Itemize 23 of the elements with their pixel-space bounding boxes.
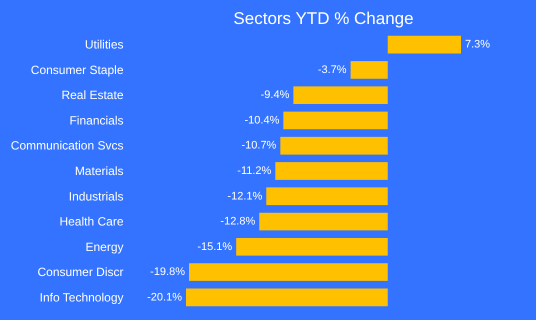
data-label: -3.7% (318, 64, 347, 76)
data-label: -10.4% (244, 114, 280, 126)
y-tick-label: Consumer Staple (30, 62, 124, 77)
chart-title: Sectors YTD % Change (233, 9, 414, 28)
data-label: -19.8% (150, 266, 186, 278)
data-label: -20.1% (147, 291, 182, 304)
data-label: -9.4% (260, 89, 290, 102)
y-tick-label: Financials (69, 113, 124, 128)
data-label: -12.8% (220, 216, 256, 228)
y-tick-label: Materials (74, 164, 124, 178)
y-tick-label: Communication Svcs (10, 138, 124, 153)
y-tick-label: Real Estate (61, 88, 124, 102)
y-tick-label: Consumer Discr (37, 265, 124, 280)
data-label: 7.3% (465, 38, 490, 51)
y-tick-label: Utilities (84, 38, 124, 52)
data-label: -15.1% (197, 240, 232, 253)
y-tick-label: Info Technology (40, 290, 124, 304)
y-tick-label: Energy (85, 240, 124, 254)
y-tick-label: Industrials (68, 189, 124, 204)
data-label: -12.1% (227, 190, 263, 202)
y-tick-label: Health Care (59, 214, 124, 229)
data-label: -10.7% (241, 140, 277, 152)
data-label: -11.2% (237, 165, 272, 177)
